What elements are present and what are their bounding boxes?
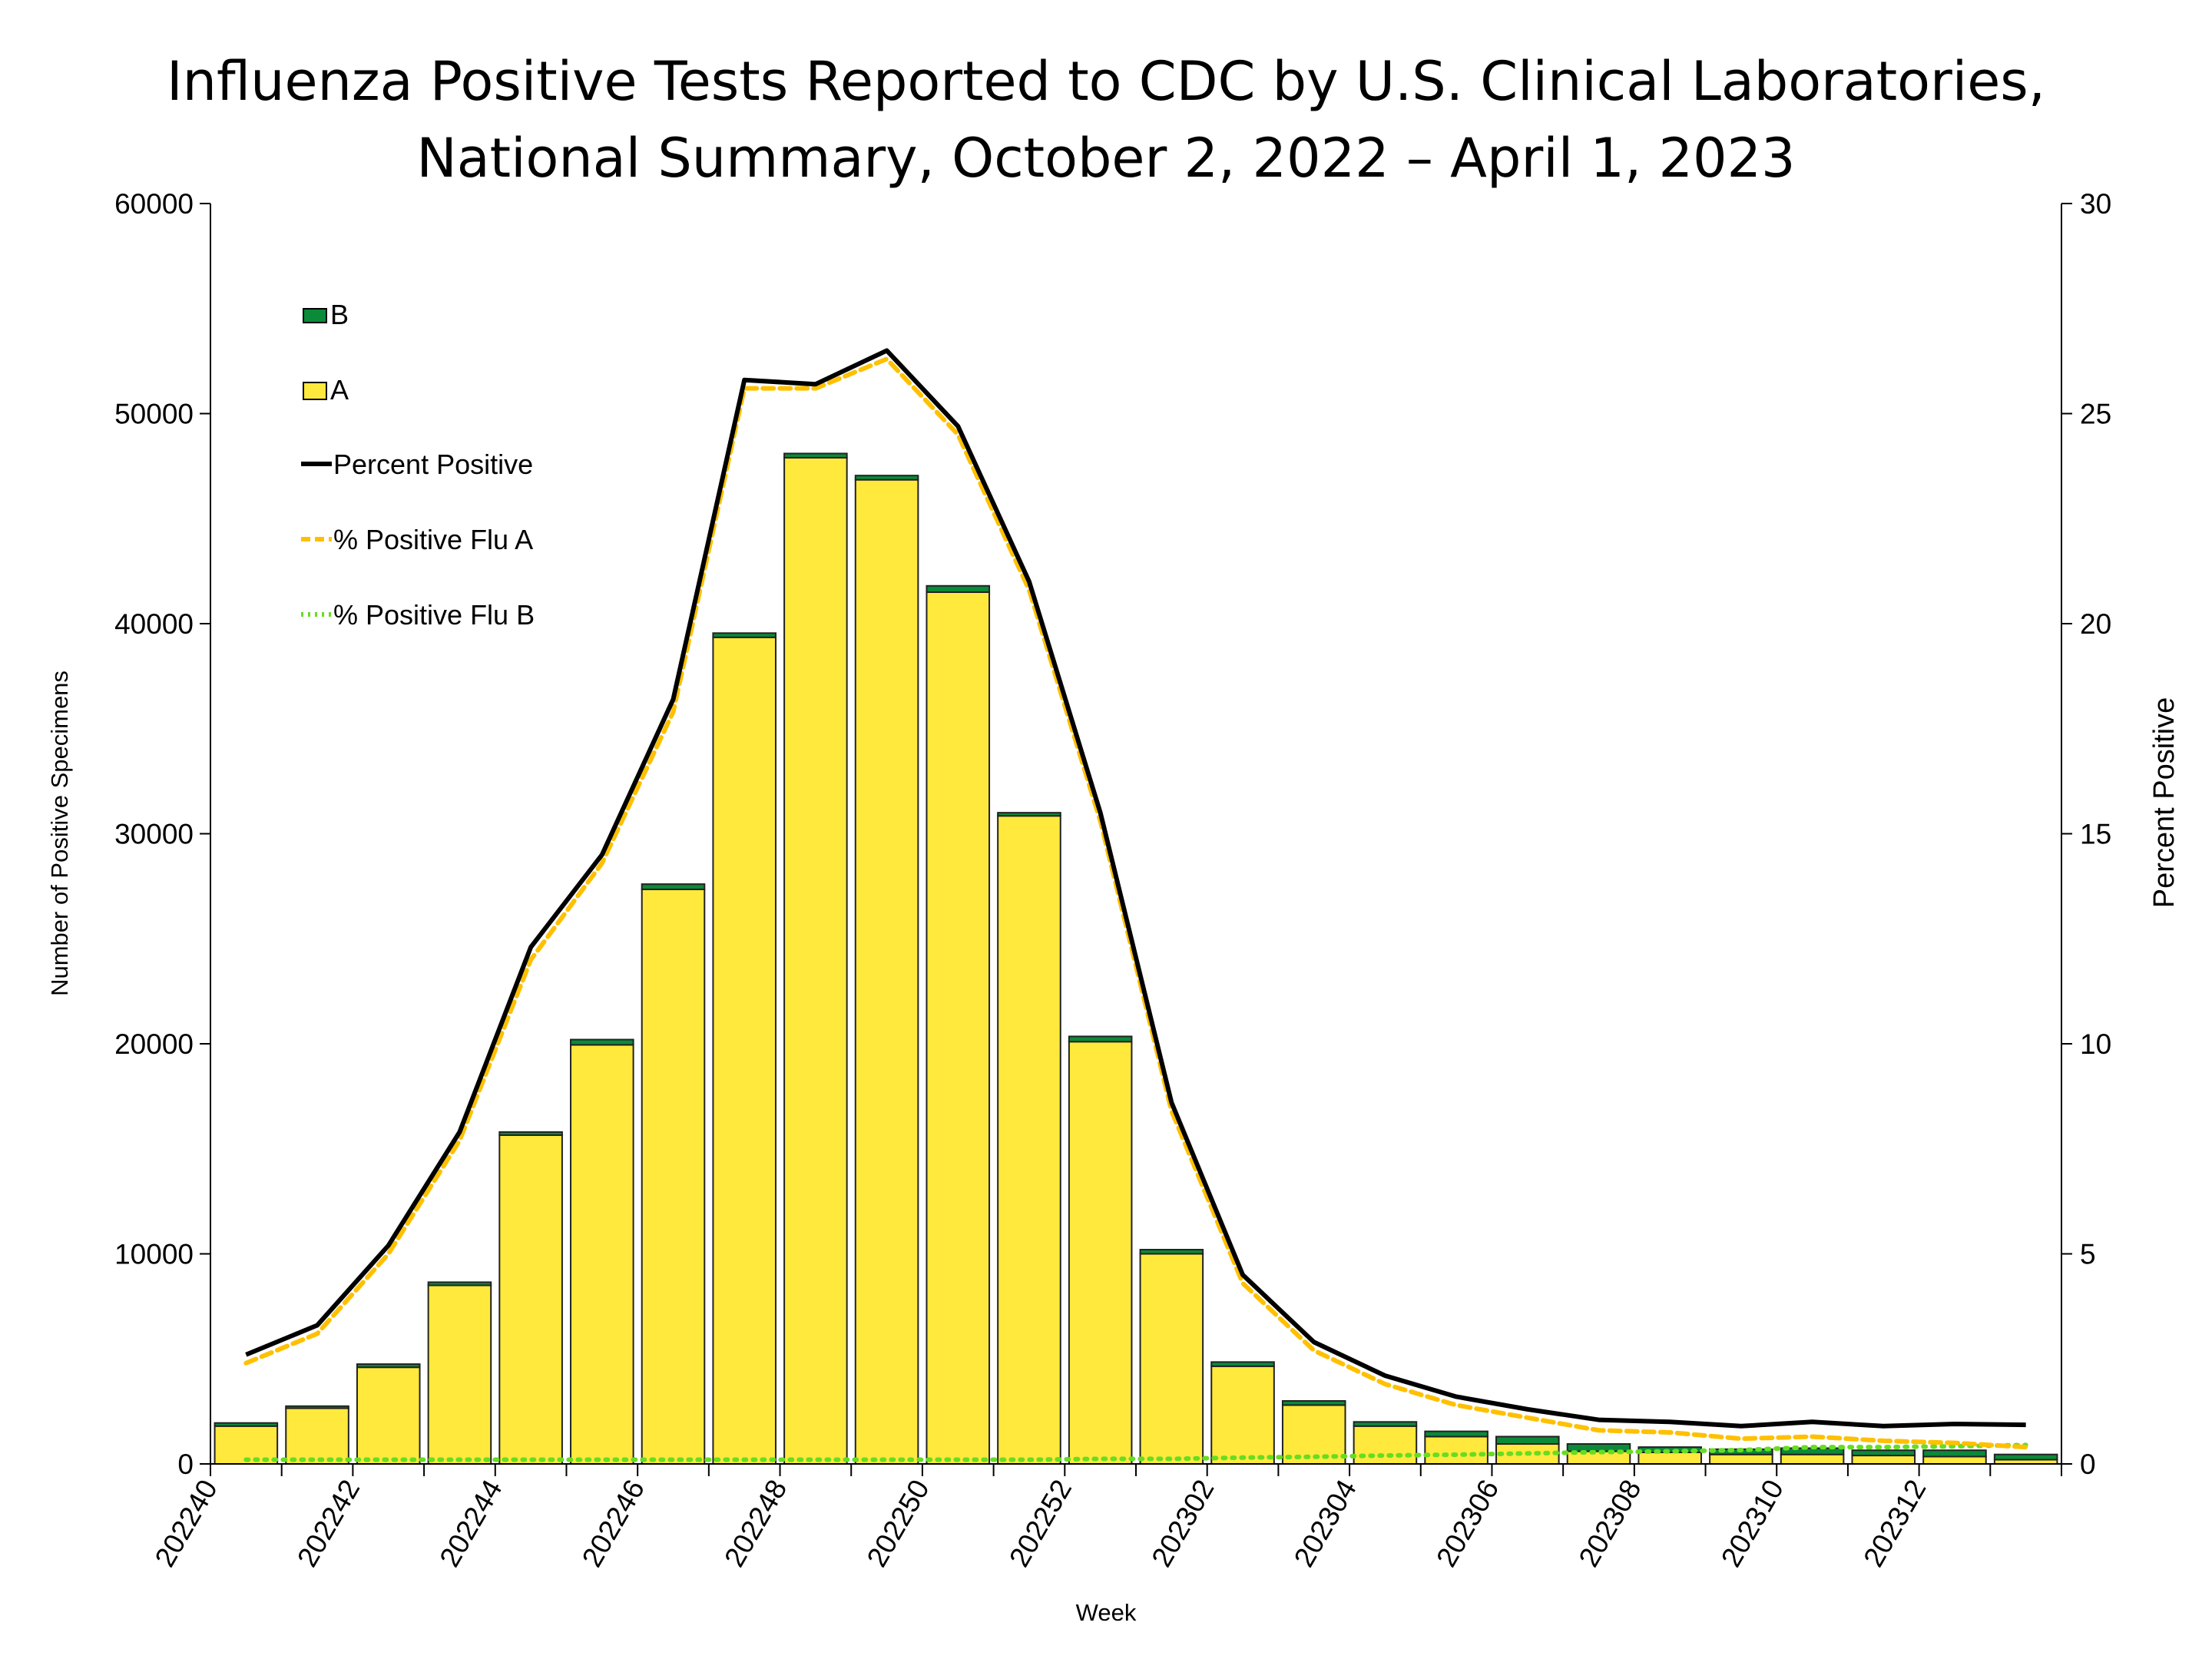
bar-b-202245 [570, 1038, 634, 1046]
line-percent-positive [245, 348, 2026, 1429]
x-tick-label: 202244 [433, 1475, 508, 1572]
legend-label-percent-positive: Percent Positive [333, 449, 533, 480]
bar-b-202306 [1495, 1435, 1560, 1445]
bar-a-202309 [1709, 1453, 1773, 1465]
x-tick-label: 202306 [1430, 1474, 1505, 1571]
legend: B A Percent Positive % Positive Flu A % … [301, 299, 535, 631]
bar-a-202305 [1424, 1435, 1488, 1465]
bar-a-202302 [1210, 1365, 1275, 1465]
bar-b-202312 [1922, 1449, 1987, 1458]
bar-a-202252 [1068, 1041, 1133, 1465]
bar-b-202244 [498, 1131, 563, 1136]
bar-a-202301 [1139, 1253, 1204, 1465]
y-tick-label: 50000 [114, 399, 194, 430]
legend-swatch-b [303, 308, 327, 323]
plot-area: 0100002000030000400005000060000051015202… [114, 188, 2111, 1572]
x-tick-label: 202304 [1288, 1475, 1363, 1572]
legend-label-flu-a: % Positive Flu A [333, 524, 533, 555]
y-tick-label: 0 [177, 1449, 194, 1480]
x-tick-label: 202252 [1003, 1475, 1078, 1572]
bar-a-202243 [427, 1284, 492, 1465]
x-tick-label: 202312 [1857, 1475, 1932, 1572]
bar-b-202251 [997, 812, 1061, 817]
x-tick-label: 202248 [718, 1475, 793, 1572]
x-tick-label: 202250 [861, 1475, 935, 1572]
y2-tick-label: 15 [2080, 819, 2111, 850]
bar-a-202245 [570, 1044, 634, 1465]
bar-a-202251 [997, 815, 1061, 1465]
x-axis-label: Week [1076, 1599, 1137, 1626]
bar-b-202252 [1068, 1035, 1133, 1043]
y2-axis-label: Percent Positive [2148, 697, 2181, 909]
bar-b-202304 [1353, 1421, 1418, 1427]
bar-b-202248 [783, 452, 848, 459]
bar-b-202303 [1281, 1399, 1346, 1406]
x-tick-label: 202308 [1573, 1475, 1647, 1572]
bar-b-202242 [356, 1363, 421, 1369]
bar-b-202302 [1210, 1361, 1275, 1367]
bar-b-202249 [854, 475, 919, 481]
legend-label-a: A [330, 374, 349, 406]
line-positive-flu-b [243, 1442, 2028, 1462]
y2-tick-label: 25 [2080, 399, 2111, 430]
bar-b-202247 [712, 632, 777, 638]
bar-b-202311 [1851, 1449, 1916, 1457]
bar-b-202313 [1993, 1453, 2058, 1461]
bar-a-202250 [926, 591, 991, 1465]
y-tick-label: 10000 [114, 1239, 194, 1270]
bar-a-202248 [783, 456, 848, 1465]
y2-tick-label: 5 [2080, 1239, 2096, 1270]
legend-label-flu-b: % Positive Flu B [333, 599, 535, 631]
bar-a-202246 [641, 888, 706, 1465]
legend-label-b: B [330, 299, 349, 330]
chart-title-line-1: Influenza Positive Tests Reported to CDC… [167, 50, 2045, 113]
bar-a-202241 [285, 1407, 349, 1465]
y2-tick-label: 20 [2080, 608, 2111, 640]
bar-b-202305 [1424, 1430, 1488, 1438]
y-tick-label: 60000 [114, 188, 194, 220]
bar-b-202301 [1139, 1249, 1204, 1255]
bar-a-202244 [498, 1134, 563, 1465]
bar-b-202240 [214, 1422, 279, 1427]
y-tick-label: 30000 [114, 819, 194, 850]
bar-b-202246 [641, 883, 706, 890]
y-tick-label: 20000 [114, 1028, 194, 1060]
bar-a-202249 [854, 478, 919, 1465]
chart-title-line-2: National Summary, October 2, 2022 – Apri… [416, 127, 1795, 190]
bar-a-202312 [1922, 1455, 1987, 1465]
y2-tick-label: 0 [2080, 1449, 2096, 1480]
x-tick-label: 202240 [149, 1475, 224, 1572]
y-axis-label: Number of Positive Specimens [46, 671, 73, 996]
bar-a-202310 [1780, 1453, 1845, 1465]
legend-swatch-a [303, 382, 327, 400]
bar-b-202243 [427, 1281, 492, 1286]
bar-a-202308 [1637, 1451, 1702, 1465]
bar-a-202311 [1851, 1455, 1916, 1465]
y2-tick-label: 10 [2080, 1028, 2111, 1060]
x-tick-label: 202246 [576, 1475, 651, 1572]
bar-b-202250 [926, 584, 991, 593]
y-tick-label: 40000 [114, 608, 194, 640]
x-tick-label: 202310 [1715, 1475, 1790, 1572]
bar-a-202242 [356, 1366, 421, 1465]
x-tick-label: 202242 [291, 1475, 366, 1572]
bar-a-202247 [712, 636, 777, 1465]
bar-b-202241 [285, 1405, 349, 1409]
y2-tick-label: 30 [2080, 188, 2111, 220]
x-tick-label: 202302 [1145, 1475, 1220, 1572]
bar-a-202304 [1353, 1425, 1418, 1465]
